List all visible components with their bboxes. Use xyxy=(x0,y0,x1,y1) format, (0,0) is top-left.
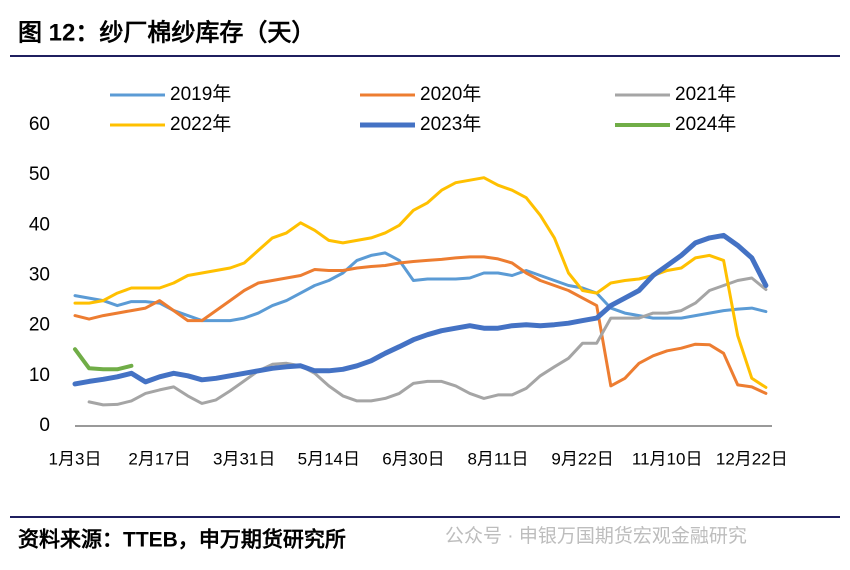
source: 资料来源：TTEB，申万期货研究所 xyxy=(18,528,346,552)
y-tick-label: 60 xyxy=(29,114,50,135)
legend-label: 2023年 xyxy=(420,113,481,135)
series-line xyxy=(73,347,134,372)
legend-label: 2020年 xyxy=(420,83,481,105)
legend-label: 2022年 xyxy=(170,113,231,135)
series-line xyxy=(73,176,768,389)
x-tick-label: 5月14日 xyxy=(298,449,360,468)
y-tick-label: 30 xyxy=(29,265,50,286)
x-tick-label: 12月22日 xyxy=(716,449,788,468)
y-tick-label: 20 xyxy=(29,315,50,336)
series-line xyxy=(73,251,768,323)
series-line xyxy=(72,232,769,387)
x-tick-label: 6月30日 xyxy=(382,449,444,468)
legend-label: 2019年 xyxy=(170,83,231,105)
y-tick-label: 0 xyxy=(39,415,50,436)
x-tick-label: 3月31日 xyxy=(213,449,275,468)
series-line xyxy=(73,255,768,395)
x-tick-label: 9月22日 xyxy=(551,449,613,468)
x-tick-label: 11月10日 xyxy=(632,449,703,468)
chart-title: 图 12：纱厂棉纱库存（天） xyxy=(18,19,315,46)
series-line xyxy=(87,276,768,407)
x-tick-label: 1月3日 xyxy=(49,449,102,468)
y-tick-label: 40 xyxy=(29,214,50,235)
x-tick-label: 8月11日 xyxy=(467,449,528,468)
watermark: 公众号 · 申银万国期货宏观金融研究 xyxy=(445,525,747,547)
y-tick-label: 10 xyxy=(29,365,50,386)
legend-label: 2021年 xyxy=(675,83,736,105)
x-tick-label: 2月17日 xyxy=(128,449,190,468)
y-tick-label: 50 xyxy=(29,164,50,185)
legend-label: 2024年 xyxy=(675,113,736,135)
